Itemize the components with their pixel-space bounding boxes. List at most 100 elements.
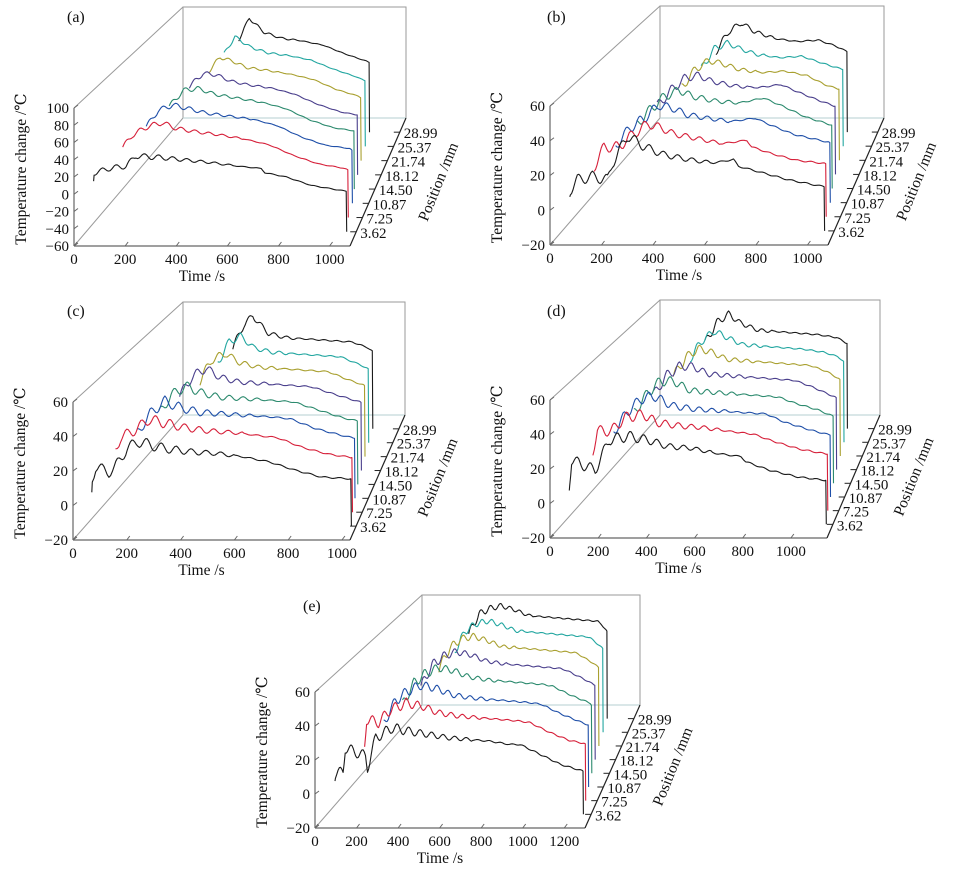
z-tick-label: 21.74 [626, 740, 660, 756]
x-tick [807, 240, 811, 246]
box-edge [73, 117, 184, 247]
y-tick-label: 40 [295, 719, 310, 735]
z-tick-label: 21.74 [869, 154, 903, 170]
z-tick-label: 25.37 [632, 726, 666, 742]
x-tick-label: 800 [731, 544, 754, 560]
x-tick-label: 800 [267, 252, 290, 268]
x-tick [742, 533, 747, 539]
x-tick-label: 400 [642, 251, 665, 267]
y-tick [549, 396, 555, 401]
z-tick-label: 14.50 [855, 477, 889, 493]
x-tick-label: 0 [69, 546, 77, 562]
x-tick [124, 241, 129, 247]
x-tick-label: 800 [745, 251, 768, 267]
x-tick-label: 400 [635, 544, 658, 560]
z-tick-label: 7.25 [843, 505, 869, 521]
y-tick-label: 40 [530, 134, 545, 150]
z-tick-label: 25.37 [397, 437, 431, 453]
x-tick [233, 535, 238, 541]
y-tick [73, 225, 79, 230]
y-tick-label: 0 [538, 203, 546, 219]
depth-axis-line [349, 117, 407, 247]
series-line-28.99 [704, 310, 848, 429]
y-tick-label: −60 [46, 239, 69, 255]
series-line-28.99 [232, 315, 374, 429]
series-line-10.87 [137, 395, 356, 499]
x-tick [72, 535, 77, 541]
x-tick-label: 800 [470, 834, 493, 850]
y-tick-label: 20 [530, 169, 545, 185]
y-tick-label: 0 [62, 187, 70, 203]
z-tick-label: 25.37 [876, 140, 910, 156]
y-tick [72, 467, 78, 472]
x-tick-label: 400 [169, 546, 192, 562]
x-tick-label: 600 [216, 252, 239, 268]
x-tick [645, 533, 650, 539]
x-tick [341, 535, 346, 541]
series-line-18.12 [656, 71, 837, 175]
back-wall [182, 6, 407, 118]
y-axis-label: Temperature change /℃ [489, 92, 506, 243]
y-tick-label: 0 [61, 499, 69, 515]
z-tick-label: 18.12 [385, 169, 419, 185]
x-tick-label: 600 [683, 544, 706, 560]
y-tick-label: 60 [54, 136, 69, 152]
series-line-21.74 [438, 632, 600, 747]
series-line-3.62 [334, 723, 584, 815]
y-tick [72, 433, 78, 437]
back-wall [182, 301, 406, 415]
y-tick-label: −20 [45, 533, 68, 549]
y-tick-label: 60 [530, 393, 545, 409]
series-line-21.74 [681, 58, 840, 161]
x-tick-label: 0 [311, 834, 319, 850]
x-tick [549, 533, 554, 539]
y-tick-label: −20 [522, 238, 545, 254]
x-tick-label: 200 [345, 834, 368, 850]
x-tick [790, 533, 795, 539]
series-line-14.50 [633, 376, 835, 484]
series-line-18.12 [653, 361, 838, 470]
series-line-14.50 [402, 664, 593, 774]
z-tick-label: 28.99 [404, 126, 438, 142]
series-line-28.99 [715, 23, 848, 133]
z-tick-label: 3.62 [837, 518, 863, 534]
z-tick-label: 14.50 [613, 767, 647, 783]
z-tick-label: 18.12 [385, 465, 419, 481]
z-tick-label: 28.99 [882, 126, 916, 142]
x-tick-label: 1000 [315, 252, 345, 268]
series-line-28.99 [468, 602, 608, 719]
y-tick [72, 398, 78, 403]
box-edge [314, 594, 423, 693]
x-tick [439, 823, 444, 829]
z-tick-label: 3.62 [360, 520, 386, 536]
y-tick [549, 172, 555, 176]
x-tick [126, 535, 131, 541]
x-axis-label: Time /s [655, 560, 701, 577]
z-tick-label: 10.87 [373, 197, 407, 213]
series-line-7.25 [115, 415, 354, 513]
series-line-7.25 [364, 697, 587, 801]
z-tick-label: 18.12 [863, 168, 897, 184]
x-tick [755, 240, 760, 246]
back-wall [659, 5, 885, 118]
y-axis-label: Temperature change /℃ [489, 385, 506, 536]
x-tick [522, 823, 527, 829]
x-tick [601, 240, 605, 246]
x-tick [704, 240, 708, 246]
z-tick-label: 3.62 [838, 225, 864, 241]
y-tick [73, 173, 79, 178]
x-axis-label: Time /s [656, 267, 702, 284]
series-line-10.87 [615, 102, 831, 203]
z-tick-label: 10.87 [851, 197, 885, 213]
y-tick [549, 500, 555, 504]
depth-axis-line [584, 704, 641, 829]
y-tick-label: 0 [303, 787, 311, 803]
x-tick-label: 400 [165, 252, 188, 268]
z-tick-label: 10.87 [849, 491, 883, 507]
z-tick-label: 10.87 [607, 781, 641, 797]
